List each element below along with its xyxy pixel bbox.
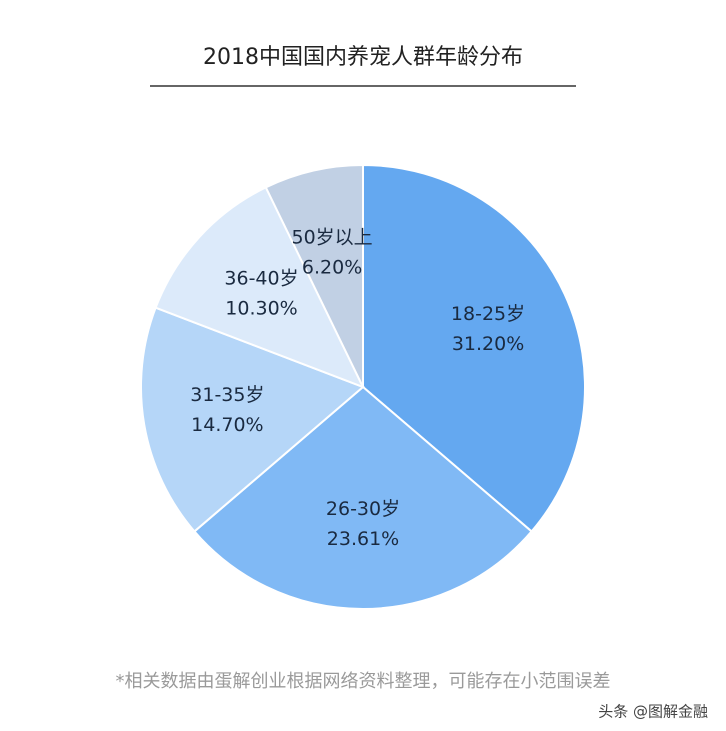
footnote: *相关数据由蛋解创业根据网络资料整理，可能存在小范围误差 bbox=[116, 671, 611, 692]
slice-value: 6.20% bbox=[302, 256, 362, 278]
pie-slice bbox=[140, 306, 365, 533]
slice-label: 31-35岁 bbox=[190, 384, 264, 406]
slice-label: 26-30岁 bbox=[326, 498, 400, 520]
slice-value: 23.61% bbox=[327, 528, 399, 550]
chart-title: 2018中国国内养宠人群年龄分布 bbox=[203, 45, 523, 70]
slice-value: 10.30% bbox=[225, 298, 297, 320]
pie-slice bbox=[264, 163, 364, 388]
pie-slice bbox=[154, 186, 366, 389]
watermark: 头条 @图解金融 bbox=[598, 703, 708, 721]
pie-slice bbox=[193, 385, 533, 610]
slice-label: 18-25岁 bbox=[451, 303, 525, 325]
slice-label: 36-40岁 bbox=[224, 268, 298, 290]
pie-slice bbox=[362, 163, 586, 533]
slice-value: 31.20% bbox=[452, 333, 524, 355]
slice-label: 50岁以上 bbox=[292, 226, 373, 248]
slice-value: 14.70% bbox=[191, 414, 263, 436]
